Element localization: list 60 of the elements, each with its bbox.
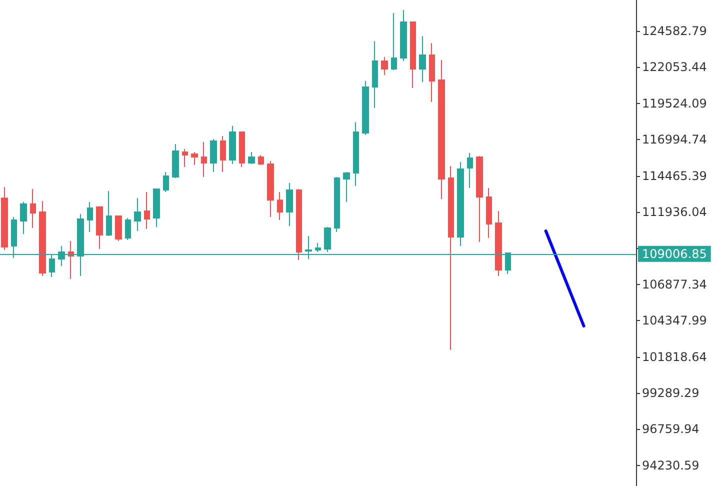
candlestick [400, 10, 407, 62]
candlestick [106, 190, 112, 236]
candlestick [277, 192, 283, 220]
candlestick [372, 40, 378, 109]
candlestick [457, 162, 464, 247]
candlestick [1, 186, 8, 251]
y-tick-label: 101818.64 [642, 350, 707, 364]
candlestick [20, 201, 27, 234]
candlestick [486, 188, 492, 238]
y-tick-label: 116994.74 [642, 132, 707, 147]
candlestick [39, 200, 46, 277]
candlestick [467, 152, 473, 189]
candlestick [182, 148, 188, 168]
candlestick [315, 242, 321, 253]
y-tick-label: 106877.34 [642, 277, 707, 292]
candlestick [324, 226, 331, 253]
candlestick [258, 154, 264, 166]
candlestick [30, 188, 36, 228]
candlestick [172, 143, 179, 179]
y-tick-label: 104347.99 [642, 314, 707, 328]
candlestick [210, 138, 217, 173]
candlestick [286, 182, 293, 226]
y-tick-label: 111936.04 [642, 205, 707, 219]
candlestick [115, 215, 122, 242]
candlestick [153, 188, 160, 228]
candlestick [87, 201, 93, 232]
candlestick [229, 125, 236, 165]
candlestick [495, 210, 502, 277]
y-tick-label: 94230.59 [642, 458, 700, 472]
candlestick [163, 172, 169, 193]
candlestick [96, 206, 103, 250]
y-tick-label: 122053.44 [642, 60, 707, 74]
ref-line-label: 109006.85 [642, 246, 707, 261]
candlestick [334, 176, 340, 232]
candlestick [239, 131, 245, 168]
candlestick [448, 166, 454, 351]
candlestick [476, 155, 483, 242]
candlestick [362, 80, 369, 136]
candlestick [144, 192, 150, 230]
candlestick [296, 188, 302, 261]
candlestick [201, 141, 207, 178]
candlestick [343, 172, 350, 202]
candlestick [410, 22, 416, 89]
candlestick [381, 56, 388, 76]
candlestick [191, 151, 198, 166]
y-tick-label: 114465.39 [642, 168, 707, 183]
candlestick [267, 160, 274, 218]
candlestick [353, 122, 359, 187]
y-tick-label: 99289.29 [642, 386, 700, 400]
candlestick [134, 198, 141, 232]
candlestick [220, 135, 226, 173]
y-tick-label: 119524.09 [642, 96, 707, 110]
candlestick [438, 59, 445, 200]
y-tick-label: 124582.79 [642, 24, 707, 38]
candlestick [419, 36, 426, 82]
y-tick-label: 96759.94 [642, 422, 700, 436]
candlestick [248, 151, 255, 165]
candlestick [429, 42, 435, 103]
candlestick [391, 12, 397, 70]
candlestick [125, 217, 131, 240]
